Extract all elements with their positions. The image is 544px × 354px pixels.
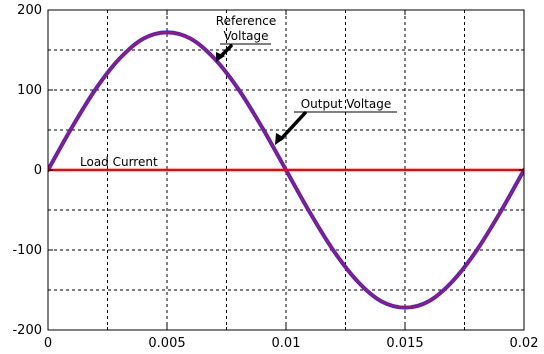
x-tick-label: 0.015 [386,336,423,351]
reference-voltage-label-line-2: Voltage [223,29,268,43]
output-voltage-annotation: Output Voltage [275,97,397,145]
tick-marks [47,9,525,331]
x-tick-label: 0.02 [510,336,539,351]
output-voltage-arrow-head [275,133,285,145]
y-tick-label: 0 [34,163,42,178]
y-tick-label: 200 [17,3,42,18]
reference-voltage-annotation: Reference Voltage [216,14,276,62]
x-tick-label: 0.005 [148,336,185,351]
y-tick-label: -200 [12,323,42,338]
load-current-label: Load Current [80,155,158,169]
x-tick-labels: 0 0.005 0.01 0.015 0.02 [44,336,539,351]
y-tick-labels: -200 -100 0 100 200 [12,3,42,338]
reference-voltage-arrow-head [216,52,225,62]
x-tick-label: 0 [44,336,52,351]
y-tick-label: 100 [17,83,42,98]
y-tick-label: -100 [12,243,42,258]
output-voltage-arrow-shaft [279,111,307,141]
plot-series-group [48,30,524,310]
reference-voltage-label-line-1: Reference [216,14,276,28]
output-voltage-label: Output Voltage [301,97,392,111]
x-tick-label: 0.01 [272,336,301,351]
